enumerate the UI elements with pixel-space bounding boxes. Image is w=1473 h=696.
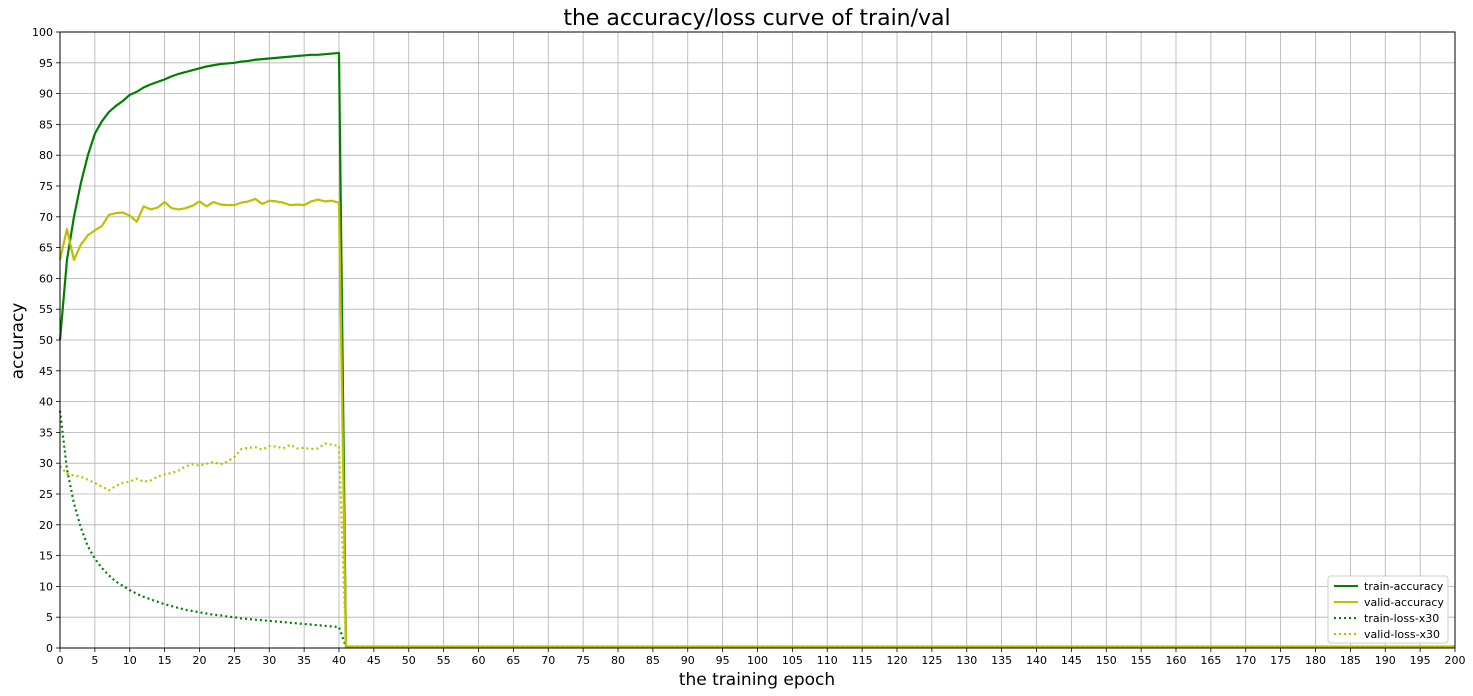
x-tick-label: 30 bbox=[262, 654, 276, 667]
y-tick-label: 15 bbox=[39, 550, 53, 563]
y-axis-label: accuracy bbox=[8, 303, 28, 380]
series-line-train-loss-x30 bbox=[58, 410, 1455, 648]
legend-label: valid-loss-x30 bbox=[1364, 628, 1440, 641]
y-tick-label: 100 bbox=[32, 26, 53, 39]
y-tick-label: 50 bbox=[39, 334, 53, 347]
y-tick-label: 25 bbox=[39, 488, 53, 501]
x-tick-label: 175 bbox=[1270, 654, 1291, 667]
series-line-valid-accuracy bbox=[58, 197, 1455, 648]
y-tick-label: 75 bbox=[39, 180, 53, 193]
x-tick-label: 45 bbox=[367, 654, 381, 667]
y-tick-label: 65 bbox=[39, 242, 53, 255]
x-tick-label: 55 bbox=[437, 654, 451, 667]
x-tick-label: 155 bbox=[1131, 654, 1152, 667]
x-tick-label: 115 bbox=[852, 654, 873, 667]
x-tick-label: 85 bbox=[646, 654, 660, 667]
chart-title: the accuracy/loss curve of train/val bbox=[563, 6, 950, 31]
x-tick-label: 40 bbox=[332, 654, 346, 667]
x-tick-label: 95 bbox=[716, 654, 730, 667]
x-tick-label: 0 bbox=[57, 654, 64, 667]
x-tick-label: 185 bbox=[1340, 654, 1361, 667]
y-tick-label: 90 bbox=[39, 88, 53, 101]
y-tick-label: 55 bbox=[39, 303, 53, 316]
plot-frame bbox=[59, 31, 1456, 649]
x-tick-label: 120 bbox=[887, 654, 908, 667]
grid-lines bbox=[59, 31, 1456, 649]
x-tick-label: 165 bbox=[1200, 654, 1221, 667]
x-tick-label: 190 bbox=[1375, 654, 1396, 667]
x-tick-label: 100 bbox=[747, 654, 768, 667]
x-tick-label: 195 bbox=[1410, 654, 1431, 667]
x-tick-label: 110 bbox=[817, 654, 838, 667]
series-lines bbox=[58, 51, 1455, 648]
y-tick-label: 70 bbox=[39, 211, 53, 224]
x-axis-label: the training epoch bbox=[679, 670, 835, 690]
x-tick-label: 140 bbox=[1026, 654, 1047, 667]
x-tick-label: 125 bbox=[921, 654, 942, 667]
x-tick-label: 25 bbox=[227, 654, 241, 667]
series-line-valid-loss-x30 bbox=[59, 442, 1455, 648]
y-tick-label: 60 bbox=[39, 272, 53, 285]
y-tick-label: 45 bbox=[39, 365, 53, 378]
x-tick-label: 50 bbox=[402, 654, 416, 667]
x-tick-label: 135 bbox=[991, 654, 1012, 667]
x-tick-label: 60 bbox=[472, 654, 486, 667]
legend-box bbox=[1327, 575, 1449, 644]
y-tick-label: 35 bbox=[39, 426, 53, 439]
axis-ticks: 0 5 10 15 20 25 30 35 40 45 50 55 60 65 70 75 80 85 90 95 10… bbox=[32, 26, 1466, 667]
y-tick-label: 0 bbox=[46, 642, 53, 655]
x-tick-label: 65 bbox=[506, 654, 520, 667]
x-tick-label: 200 bbox=[1445, 654, 1466, 667]
x-tick-label: 170 bbox=[1235, 654, 1256, 667]
x-tick-label: 10 bbox=[123, 654, 137, 667]
legend-label: train-accuracy bbox=[1364, 580, 1444, 593]
y-tick-label: 80 bbox=[39, 149, 53, 162]
x-tick-label: 15 bbox=[158, 654, 172, 667]
x-tick-label: 5 bbox=[91, 654, 98, 667]
x-tick-label: 90 bbox=[681, 654, 695, 667]
series-line-train-accuracy bbox=[58, 51, 1455, 648]
y-tick-label: 20 bbox=[39, 519, 53, 532]
y-tick-label: 40 bbox=[39, 396, 53, 409]
legend: train-accuracy valid-accuracy train-loss-x… bbox=[1327, 575, 1449, 644]
legend-label: train-loss-x30 bbox=[1364, 612, 1439, 625]
x-tick-label: 75 bbox=[576, 654, 590, 667]
x-tick-label: 20 bbox=[193, 654, 207, 667]
y-tick-label: 10 bbox=[39, 580, 53, 593]
y-tick-label: 85 bbox=[39, 118, 53, 131]
x-tick-label: 150 bbox=[1096, 654, 1117, 667]
x-tick-label: 35 bbox=[297, 654, 311, 667]
y-tick-label: 30 bbox=[39, 457, 53, 470]
legend-label: valid-accuracy bbox=[1364, 596, 1444, 609]
x-tick-label: 105 bbox=[782, 654, 803, 667]
x-tick-label: 145 bbox=[1061, 654, 1082, 667]
x-tick-label: 160 bbox=[1166, 654, 1187, 667]
y-tick-label: 95 bbox=[39, 57, 53, 70]
x-tick-label: 180 bbox=[1305, 654, 1326, 667]
x-tick-label: 80 bbox=[611, 654, 625, 667]
y-tick-label: 5 bbox=[46, 611, 53, 624]
x-tick-label: 70 bbox=[541, 654, 555, 667]
x-tick-label: 130 bbox=[956, 654, 977, 667]
